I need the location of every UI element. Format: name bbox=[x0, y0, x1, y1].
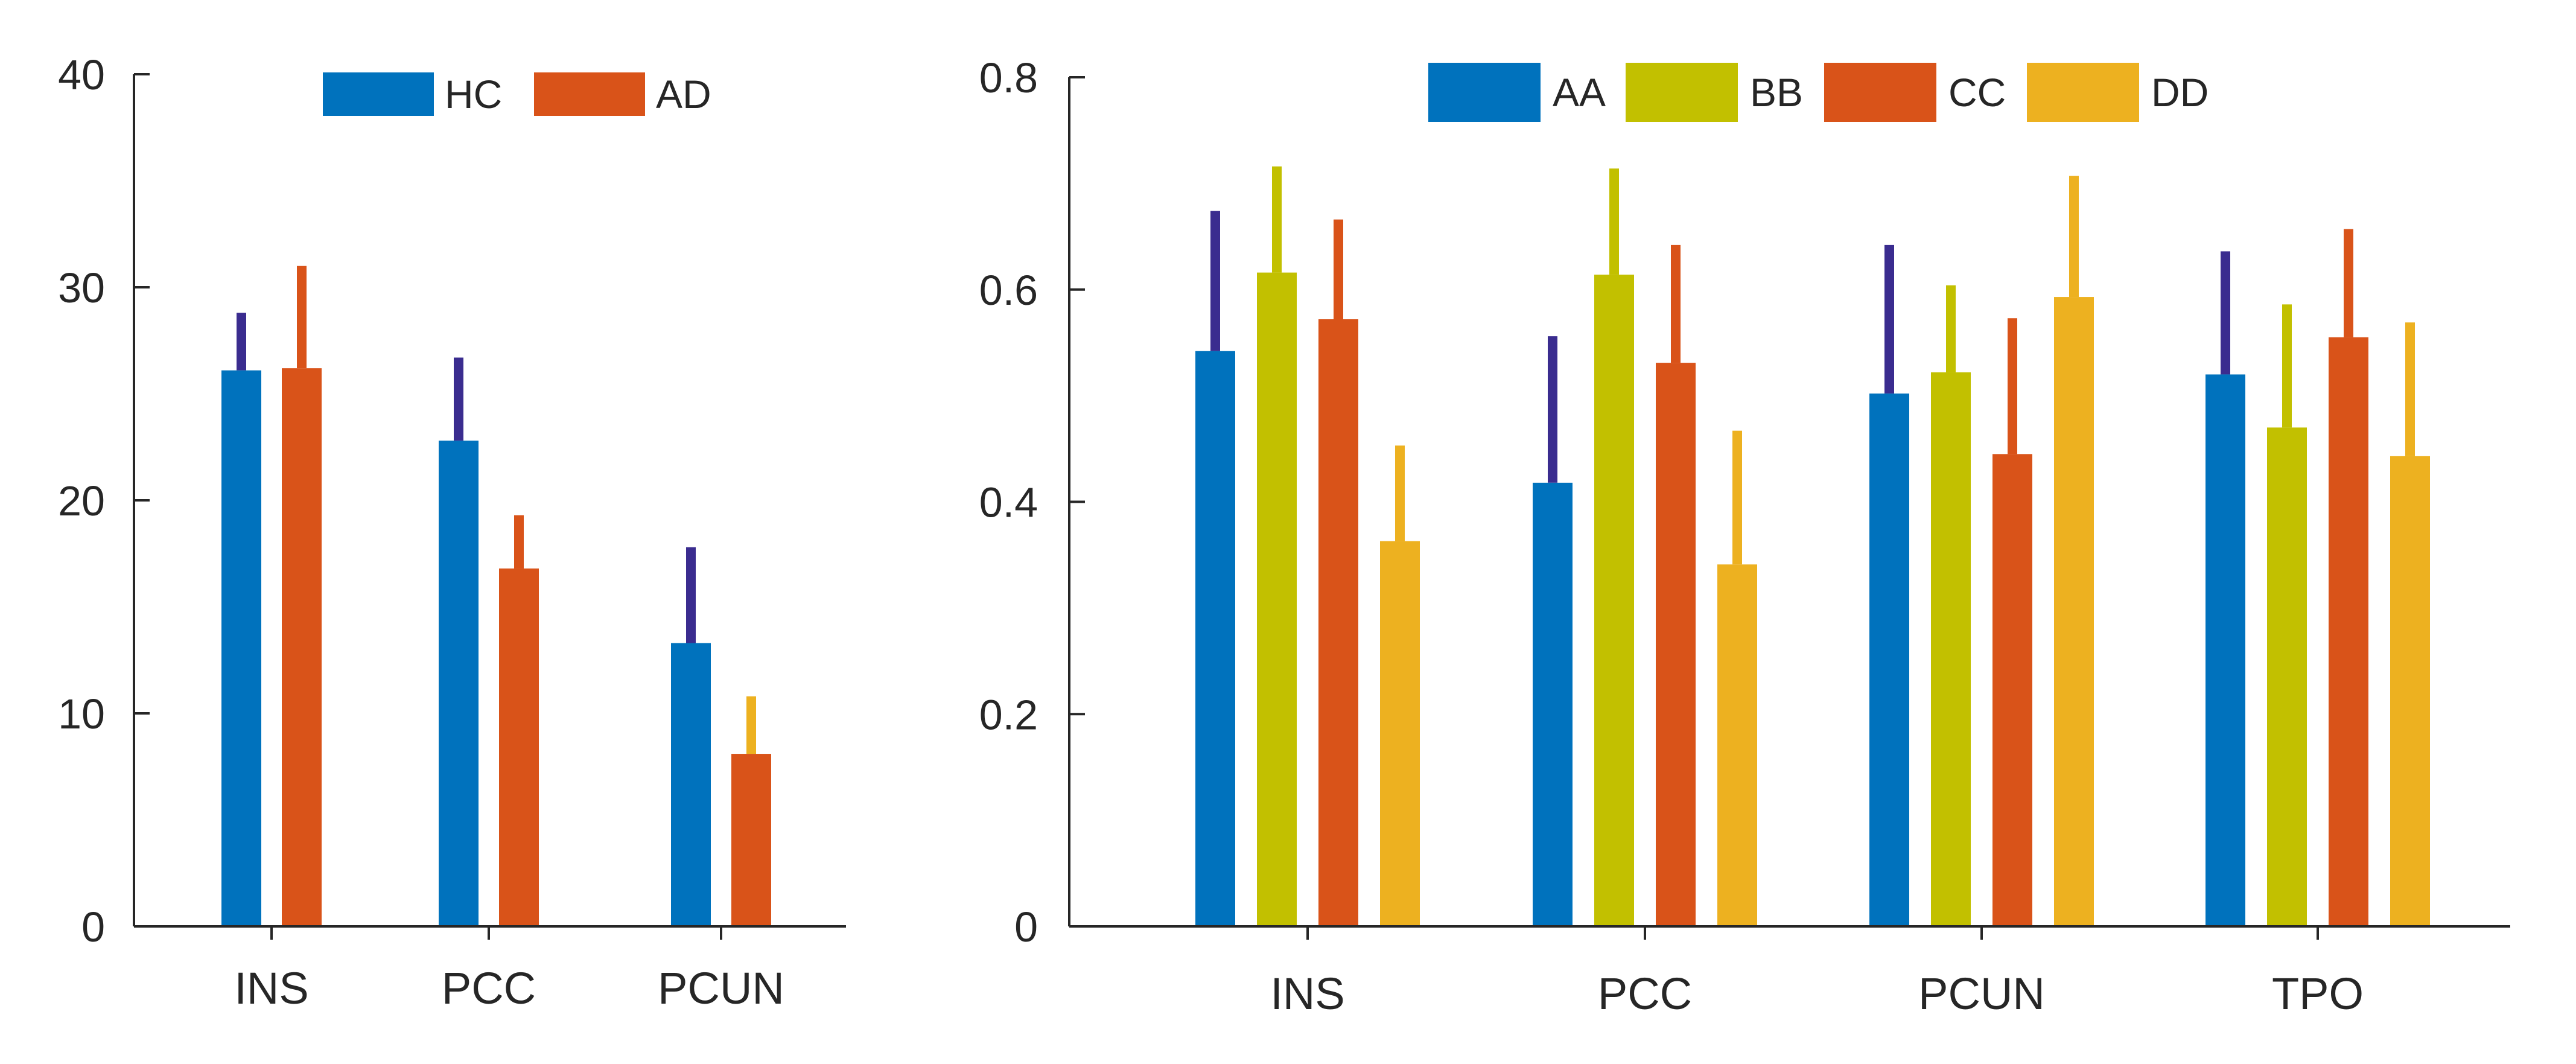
left-y-tick-label: 20 bbox=[58, 477, 105, 524]
right-error-cc-pcun bbox=[2008, 318, 2017, 454]
right-error-bb-pcun bbox=[1946, 285, 1956, 372]
right-x-tick-label: TPO bbox=[2272, 969, 2364, 1019]
left-x-tick-label: PCUN bbox=[658, 963, 784, 1013]
left-legend-label-hc: HC bbox=[445, 72, 502, 116]
right-legend-swatch-dd bbox=[2027, 63, 2139, 122]
left-legend-label-ad: AD bbox=[656, 72, 711, 116]
left-x-tick-label: INS bbox=[234, 963, 308, 1013]
right-x-tick-label: PCC bbox=[1598, 969, 1692, 1019]
right-y-tick-label: 0.4 bbox=[979, 479, 1038, 526]
right-y-tick-label: 0 bbox=[1014, 903, 1038, 951]
right-bar-aa-pcc bbox=[1533, 482, 1573, 926]
right-bar-bb-tpo bbox=[2267, 427, 2307, 926]
right-bar-dd-tpo bbox=[2390, 456, 2430, 926]
right-error-aa-tpo bbox=[2221, 251, 2230, 375]
right-y-tick-label: 0.6 bbox=[979, 267, 1038, 314]
left-error-hc-ins bbox=[237, 313, 246, 371]
right-legend-swatch-bb bbox=[1626, 63, 1738, 122]
right-legend-label-aa: AA bbox=[1553, 70, 1606, 115]
right-bar-bb-pcun bbox=[1931, 372, 1971, 926]
right-legend-label-bb: BB bbox=[1750, 70, 1803, 115]
left-error-hc-pcun bbox=[686, 547, 696, 643]
left-bar-hc-ins bbox=[221, 370, 261, 926]
right-bar-aa-ins bbox=[1195, 351, 1235, 926]
left-y-tick-label: 30 bbox=[58, 264, 105, 311]
right-bar-dd-pcun bbox=[2054, 297, 2094, 926]
left-bar-ad-ins bbox=[282, 368, 322, 926]
right-bar-dd-ins bbox=[1380, 541, 1420, 926]
left-legend-swatch-ad bbox=[534, 72, 645, 116]
right-legend-swatch-cc bbox=[1824, 63, 1936, 122]
right-error-aa-pcc bbox=[1548, 336, 1557, 483]
right-x-tick-label: INS bbox=[1270, 969, 1344, 1019]
left-legend-swatch-hc bbox=[323, 72, 434, 116]
right-bar-dd-pcc bbox=[1717, 564, 1757, 926]
right-bar-aa-tpo bbox=[2206, 374, 2245, 926]
right-legend-label-dd: DD bbox=[2151, 70, 2209, 115]
right-bar-cc-tpo bbox=[2329, 337, 2368, 926]
left-error-ad-ins bbox=[297, 266, 307, 369]
right-legend-label-cc: CC bbox=[1948, 70, 2006, 115]
right-error-aa-ins bbox=[1210, 211, 1220, 351]
left-y-tick-label: 40 bbox=[58, 51, 105, 98]
right-error-cc-tpo bbox=[2344, 229, 2353, 337]
right-y-tick-label: 0.8 bbox=[979, 54, 1038, 101]
right-error-bb-pcc bbox=[1609, 168, 1619, 275]
left-bar-hc-pcc bbox=[439, 441, 479, 926]
right-error-cc-pcc bbox=[1671, 244, 1681, 363]
right-error-dd-pcun bbox=[2069, 176, 2079, 298]
left-error-ad-pcun bbox=[746, 696, 756, 754]
right-error-bb-ins bbox=[1272, 166, 1282, 273]
right-error-dd-pcc bbox=[1732, 430, 1742, 565]
right-bar-aa-pcun bbox=[1869, 393, 1909, 926]
left-y-tick-label: 10 bbox=[58, 690, 105, 737]
right-error-aa-pcun bbox=[1884, 244, 1894, 394]
right-bar-cc-pcun bbox=[1992, 454, 2032, 926]
right-bar-cc-ins bbox=[1318, 319, 1358, 926]
right-bar-cc-pcc bbox=[1656, 363, 1696, 926]
right-y-tick-label: 0.2 bbox=[979, 691, 1038, 738]
left-bar-ad-pcc bbox=[499, 568, 539, 926]
left-bar-ad-pcun bbox=[731, 754, 771, 926]
right-error-bb-tpo bbox=[2282, 304, 2292, 428]
right-bar-bb-ins bbox=[1257, 272, 1297, 926]
left-x-tick-label: PCC bbox=[442, 963, 536, 1013]
right-error-cc-ins bbox=[1334, 219, 1343, 319]
right-legend-swatch-aa bbox=[1428, 63, 1541, 122]
left-bar-hc-pcun bbox=[671, 643, 711, 926]
right-x-tick-label: PCUN bbox=[1918, 969, 2045, 1019]
left-y-tick-label: 0 bbox=[81, 903, 105, 951]
left-error-ad-pcc bbox=[514, 515, 524, 569]
right-error-dd-tpo bbox=[2405, 322, 2415, 456]
right-error-dd-ins bbox=[1395, 445, 1405, 541]
right-bar-bb-pcc bbox=[1594, 275, 1634, 927]
left-error-hc-pcc bbox=[454, 357, 463, 441]
